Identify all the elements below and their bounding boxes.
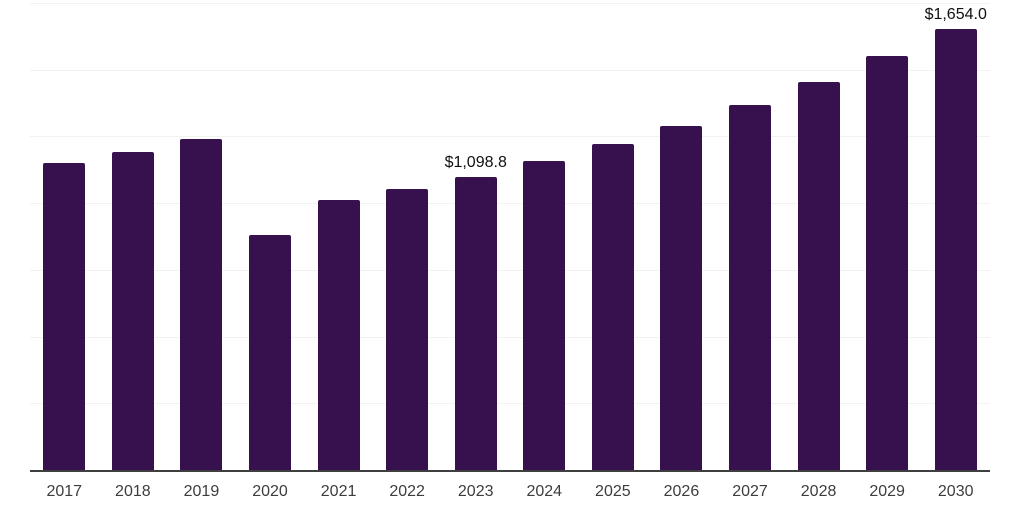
- data-label-2030: $1,654.0: [924, 5, 987, 23]
- x-tick-label-2020: 2020: [252, 483, 288, 500]
- data-label-2023: $1,098.8: [444, 153, 507, 171]
- bar-2022: [386, 189, 429, 470]
- bar-2018: [111, 152, 154, 470]
- bar-2025: [591, 144, 634, 470]
- gridline-1250: [30, 136, 990, 138]
- x-tick-label-2021: 2021: [320, 483, 357, 500]
- bar-2029: [866, 56, 909, 470]
- x-tick-label-2019: 2019: [183, 483, 220, 500]
- bar-2028: [797, 81, 840, 470]
- bar-2017: [43, 163, 86, 470]
- gridline-1750: [30, 3, 990, 4]
- gridline-750: [30, 269, 990, 271]
- x-tick-label-2023: 2023: [457, 483, 494, 500]
- plot-area: $1,098.8 $1,654.0: [30, 3, 990, 470]
- bar-2024: [523, 160, 566, 470]
- bar-2027: [729, 104, 771, 470]
- gridline-1500: [30, 69, 990, 71]
- gridline-1000: [30, 203, 990, 205]
- bar-2023: [454, 176, 497, 470]
- x-tick-label-2025: 2025: [595, 483, 631, 500]
- x-axis-line: [30, 470, 990, 472]
- bar-2021: [317, 199, 360, 470]
- x-tick-label-2024: 2024: [526, 483, 563, 500]
- x-tick-label-2026: 2026: [663, 483, 700, 500]
- x-tick-label-2030: 2030: [937, 483, 974, 500]
- bar-2030: [934, 28, 977, 470]
- x-tick-label-2022: 2022: [389, 483, 425, 500]
- gridline-500: [30, 336, 990, 338]
- x-tick-label-2028: 2028: [800, 483, 837, 500]
- bar-2020: [249, 235, 291, 470]
- gridline-250: [30, 403, 990, 405]
- bar-2026: [660, 126, 703, 470]
- x-tick-label-2017: 2017: [46, 483, 83, 500]
- x-tick-label-2029: 2029: [869, 483, 905, 500]
- x-tick-label-2027: 2027: [732, 483, 768, 500]
- x-tick-label-2018: 2018: [115, 483, 151, 500]
- bar-2019: [180, 139, 223, 470]
